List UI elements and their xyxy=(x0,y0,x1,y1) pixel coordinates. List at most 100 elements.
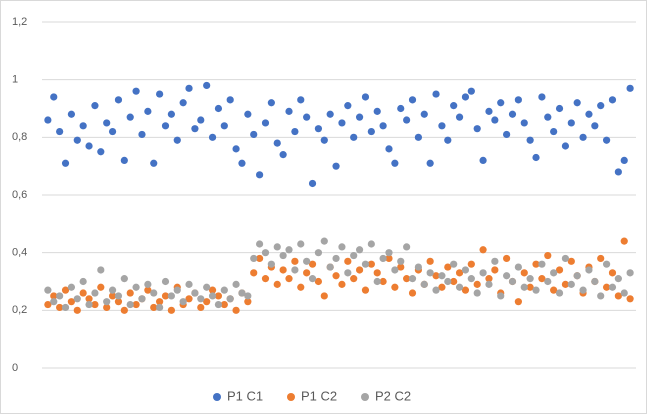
data-point xyxy=(391,159,399,167)
data-point xyxy=(579,286,587,294)
data-point xyxy=(250,269,258,277)
data-point xyxy=(173,136,181,144)
data-point xyxy=(220,122,228,130)
data-point xyxy=(214,104,223,113)
data-point xyxy=(61,159,70,167)
data-point xyxy=(403,243,411,251)
data-point xyxy=(314,125,323,133)
data-point xyxy=(179,298,187,306)
data-point xyxy=(497,99,505,107)
data-point xyxy=(614,292,622,300)
data-point xyxy=(285,275,293,283)
data-point xyxy=(597,102,605,110)
data-point xyxy=(373,107,381,115)
data-point xyxy=(244,292,252,300)
data-point xyxy=(520,119,528,127)
data-point xyxy=(67,110,76,118)
data-point xyxy=(626,84,634,92)
data-point xyxy=(56,303,64,312)
data-point xyxy=(450,260,458,268)
data-point xyxy=(420,280,428,288)
data-point xyxy=(485,275,493,283)
data-point xyxy=(132,283,140,291)
data-point xyxy=(567,280,575,288)
data-point xyxy=(144,280,152,288)
data-point xyxy=(561,254,570,263)
data-point xyxy=(361,286,370,294)
data-point xyxy=(344,257,352,265)
legend-label: P1 C1 xyxy=(227,388,263,403)
data-point xyxy=(114,292,123,300)
data-point xyxy=(461,93,470,101)
data-point xyxy=(303,113,311,121)
data-point xyxy=(420,110,428,118)
data-point xyxy=(567,119,575,127)
data-point xyxy=(191,125,199,133)
y-tick-label: 1 xyxy=(12,74,18,86)
data-point xyxy=(120,275,128,283)
data-point xyxy=(438,283,446,291)
data-point xyxy=(467,260,475,268)
data-point xyxy=(97,283,105,291)
data-point xyxy=(244,298,252,306)
data-point xyxy=(491,257,499,265)
data-point xyxy=(197,303,205,312)
data-point xyxy=(273,243,281,251)
legend-marker xyxy=(287,393,295,401)
data-point xyxy=(432,286,440,294)
data-point xyxy=(514,263,522,271)
data-point xyxy=(455,269,464,277)
data-point xyxy=(326,263,334,271)
data-point xyxy=(279,151,287,159)
data-point xyxy=(461,266,470,274)
data-point xyxy=(44,300,52,309)
data-point xyxy=(567,257,575,265)
data-point xyxy=(432,272,440,280)
data-point xyxy=(573,272,581,280)
legend-marker xyxy=(213,393,221,401)
data-point xyxy=(602,283,611,291)
data-point xyxy=(338,119,346,127)
data-point xyxy=(114,298,123,306)
data-point xyxy=(132,300,140,309)
data-point xyxy=(473,280,481,288)
data-point xyxy=(597,292,605,300)
data-point xyxy=(432,90,440,98)
data-point xyxy=(261,249,270,257)
data-point xyxy=(438,122,446,130)
data-point xyxy=(297,96,305,104)
data-point xyxy=(550,127,558,136)
data-point xyxy=(203,81,211,90)
data-point xyxy=(291,127,299,136)
y-tick-label: 0 xyxy=(12,362,18,374)
data-point xyxy=(414,133,422,141)
data-point xyxy=(67,283,76,291)
data-point xyxy=(391,266,399,274)
data-point xyxy=(579,133,587,141)
data-point xyxy=(208,292,217,300)
data-point xyxy=(291,266,299,274)
data-point xyxy=(350,133,358,141)
data-point xyxy=(620,289,628,297)
data-point xyxy=(479,246,487,254)
data-point xyxy=(397,263,405,271)
data-point xyxy=(508,277,517,286)
data-point xyxy=(444,277,452,286)
data-point xyxy=(485,107,493,115)
data-point xyxy=(144,107,152,115)
data-point xyxy=(626,269,634,277)
data-point xyxy=(426,269,434,277)
data-point xyxy=(108,127,117,136)
y-tick-label: 1,2 xyxy=(12,16,27,28)
data-point xyxy=(585,266,593,274)
data-point xyxy=(150,303,158,312)
data-point xyxy=(150,289,158,297)
data-point xyxy=(473,125,481,133)
data-point xyxy=(144,286,152,294)
data-point xyxy=(314,249,323,257)
data-point xyxy=(73,306,81,314)
data-point xyxy=(91,102,99,110)
data-point xyxy=(179,99,187,107)
data-point xyxy=(191,289,199,297)
